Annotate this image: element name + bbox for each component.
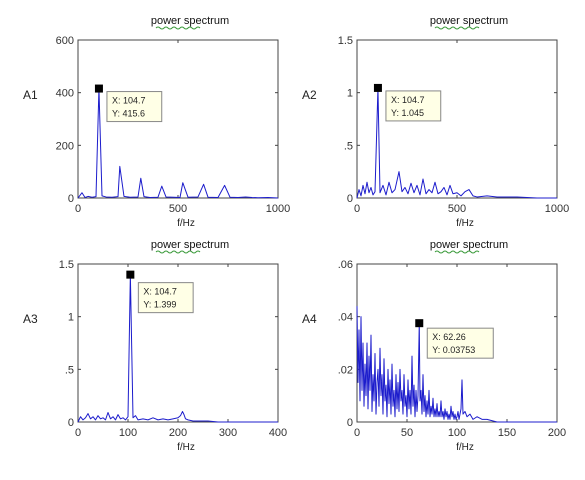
- chart-title: power spectrum: [151, 15, 229, 27]
- chart-panel-4: 0 50 100 150 200 0 .02 .04 .06 power spectrum f/Hz…: [302, 239, 566, 453]
- datatip-y-text: Y: 1.045: [391, 108, 424, 118]
- x-tick-label: 300: [219, 427, 237, 439]
- x-tick-label: 100: [119, 427, 137, 439]
- x-tick-label: 100: [448, 427, 466, 439]
- x-tick-label: 1000: [266, 203, 290, 215]
- y-tick-label: 400: [56, 88, 74, 100]
- spellcheck-squiggle: [434, 250, 480, 254]
- datatip-x-text: X: 104.7: [391, 95, 425, 105]
- y-tick-label: .04: [338, 312, 353, 324]
- x-tick-label: 0: [354, 203, 360, 215]
- datatip-box: [106, 91, 163, 123]
- datatip-x-text: X: 104.7: [143, 287, 177, 297]
- x-tick-label: 0: [354, 427, 360, 439]
- x-tick-label: 1000: [545, 203, 569, 215]
- y-tick-label: .06: [338, 259, 353, 271]
- x-axis-label: f/Hz: [456, 218, 474, 229]
- y-tick-label: 1.5: [59, 259, 74, 271]
- spellcheck-squiggle: [155, 250, 201, 254]
- x-tick-label: 500: [169, 203, 187, 215]
- datatip-y-text: Y: 0.03753: [432, 345, 475, 355]
- y-axis-label: A2: [302, 88, 317, 102]
- x-axis-label: f/Hz: [177, 218, 195, 229]
- x-tick-label: 0: [75, 203, 81, 215]
- y-axis-label: A3: [23, 312, 38, 326]
- series-line-1: [356, 87, 557, 199]
- y-tick-label: 1: [68, 312, 74, 324]
- series-line-1: [356, 306, 557, 423]
- x-tick-label: 50: [401, 427, 413, 439]
- x-axis-label: f/Hz: [177, 442, 195, 453]
- y-tick-label: .5: [344, 140, 353, 152]
- datatip-box: [426, 327, 494, 359]
- y-tick-label: 0: [347, 193, 353, 205]
- datatip-marker: [126, 270, 135, 279]
- chart-title: power spectrum: [151, 239, 229, 251]
- y-tick-label: .02: [338, 364, 353, 376]
- datatip-box: [137, 282, 194, 314]
- x-tick-label: 0: [75, 427, 81, 439]
- y-tick-label: 0: [68, 417, 74, 429]
- x-tick-label: 400: [269, 427, 287, 439]
- chart-title: power spectrum: [430, 15, 508, 27]
- datatip-x-text: X: 62.26: [432, 332, 466, 342]
- spellcheck-squiggle: [434, 26, 480, 30]
- datatip-marker: [415, 319, 424, 328]
- x-tick-label: 150: [498, 427, 516, 439]
- x-tick-label: 200: [548, 427, 566, 439]
- chart-panel-3: 0 100 200 300 400 0 .5 1 1.5 power spectrum f/Hz A3…: [23, 239, 287, 453]
- datatip-y-text: Y: 1.399: [143, 300, 176, 310]
- y-tick-label: 1: [347, 88, 353, 100]
- y-tick-label: 600: [56, 35, 74, 47]
- y-tick-label: 0: [68, 193, 74, 205]
- x-tick-label: 200: [169, 427, 187, 439]
- chart-panel-2: 0 500 1000 0 .5 1 1.5 power spectrum f/Hz A2 X: 10…: [302, 15, 569, 229]
- datatip-x-text: X: 104.7: [112, 96, 146, 106]
- y-tick-label: 1.5: [338, 35, 353, 47]
- datatip-box: [385, 90, 442, 122]
- spellcheck-squiggle: [155, 26, 201, 30]
- datatip-marker: [94, 84, 103, 93]
- y-axis-label: A4: [302, 312, 317, 326]
- y-tick-label: 200: [56, 140, 74, 152]
- y-tick-label: .5: [65, 364, 74, 376]
- series-line-1: [77, 274, 278, 423]
- chart-title: power spectrum: [430, 239, 508, 251]
- chart-panel-1: 0 500 1000 0 200 400 600 power spectrum f/Hz A1 X:…: [23, 15, 290, 229]
- x-axis-label: f/Hz: [456, 442, 474, 453]
- datatip-marker: [373, 83, 382, 92]
- datatip-y-text: Y: 415.6: [112, 109, 145, 119]
- y-axis-label: A1: [23, 88, 38, 102]
- x-tick-label: 500: [448, 203, 466, 215]
- y-tick-label: 0: [347, 417, 353, 429]
